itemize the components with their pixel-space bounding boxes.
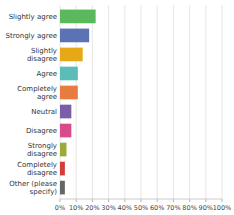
category-label: Slightly agree	[9, 13, 57, 21]
tick-label: 40%	[118, 204, 132, 212]
category-label-line: Disagree	[26, 127, 57, 135]
category-label-line: disagree	[27, 55, 57, 63]
category-label-line: Slightly agree	[9, 13, 57, 21]
grid-line	[157, 5, 158, 199]
category-label-line: Strongly agree	[6, 32, 57, 40]
bar	[60, 181, 65, 195]
grid-line	[141, 5, 142, 199]
category-label-line: agree	[37, 93, 57, 101]
tick-label: 70%	[166, 204, 180, 212]
bar	[60, 86, 78, 100]
category-label-line: disagree	[27, 169, 57, 177]
tick-label: 30%	[101, 204, 115, 212]
category-label-line: Agree	[36, 70, 57, 78]
category-label: Slightlydisagree	[27, 47, 57, 63]
grid-line	[205, 5, 206, 199]
category-label: Stronglydisagree	[27, 142, 57, 158]
bar	[60, 48, 83, 62]
category-label-line: Neutral	[31, 108, 57, 116]
grid-line	[108, 5, 109, 199]
category-label-line: disagree	[27, 150, 57, 158]
tick-label: 50%	[134, 204, 148, 212]
grid-line	[173, 5, 174, 199]
category-label-line: specify)	[30, 188, 58, 196]
category-label: Strongly agree	[6, 32, 57, 40]
tick-label: 10%	[69, 204, 83, 212]
chart: 0% 10%20%30%40%50%60%70%80%90%100% Slightl…	[0, 0, 234, 215]
category-label: Other (pleasespecify)	[9, 180, 57, 196]
bar	[60, 143, 66, 157]
grid-line	[124, 5, 125, 199]
bar	[60, 29, 89, 43]
tick-label: 0%	[55, 204, 65, 212]
tick-label: 100%	[213, 204, 232, 212]
bar	[60, 124, 71, 138]
tick-label: 80%	[182, 204, 196, 212]
bar	[60, 105, 71, 119]
tick-label: 20%	[85, 204, 99, 212]
category-label: Completelyagree	[17, 85, 57, 101]
tick-label: 60%	[150, 204, 164, 212]
grid	[60, 5, 222, 199]
category-label: Neutral	[31, 108, 57, 116]
grid-line	[222, 5, 223, 199]
bar	[60, 162, 65, 176]
category-label: Agree	[36, 70, 57, 78]
grid-line	[92, 5, 93, 199]
bar	[60, 67, 78, 81]
bars	[60, 10, 96, 195]
category-label: Completelydisagree	[17, 161, 57, 177]
grid-line	[189, 5, 190, 199]
x-axis-line	[60, 199, 222, 200]
category-label: Disagree	[26, 127, 57, 135]
bar	[60, 10, 96, 24]
tick-label: 90%	[199, 204, 213, 212]
